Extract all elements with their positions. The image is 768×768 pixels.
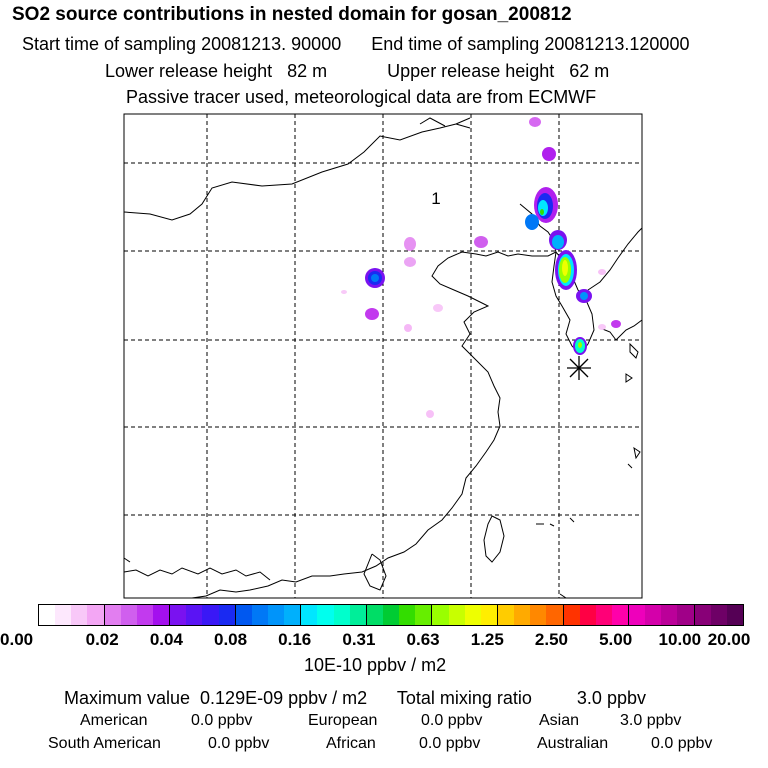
lat-lon-grid [124, 114, 642, 598]
color-scale-segment [563, 605, 580, 625]
start-time-label: Start time of sampling 20081213. 90000 [22, 34, 342, 54]
color-scale-segment [71, 605, 88, 625]
color-scale-segment [694, 605, 711, 625]
region-value-african: 0.0 ppbv [419, 735, 481, 752]
color-scale-segment [497, 605, 515, 625]
chart-title: SO2 source contributions in nested domai… [12, 4, 572, 25]
color-scale-segment [284, 605, 302, 625]
color-scale-segment [186, 605, 203, 625]
region-value-south-american: 0.0 ppbv [208, 735, 270, 752]
color-scale-segment [480, 605, 498, 625]
region-name-australian: Australian [537, 735, 609, 752]
color-scale-tick-label: 20.00 [707, 630, 751, 649]
color-scale-segment [595, 605, 612, 625]
region-name-african: African [326, 735, 376, 752]
lower-release-label: Lower release height 82 m [105, 61, 328, 81]
region-value-australian: 0.0 ppbv [651, 735, 713, 752]
region-name-asian: Asian [539, 712, 580, 729]
color-scale-segment [104, 605, 121, 625]
region-value-asian: 3.0 ppbv [620, 712, 682, 729]
color-scale-segment [55, 605, 72, 625]
color-scale-segment [120, 605, 137, 625]
max-value-label: Maximum value 0.129E-09 ppbv / m2 [64, 688, 368, 708]
color-scale-segment [301, 605, 318, 625]
release-heights: Lower release height 82 m Upper release … [105, 62, 609, 80]
color-scale-tick-label: 0.04 [149, 630, 183, 649]
region-name-south-american: South American [48, 735, 161, 752]
color-scale-segment [710, 605, 727, 625]
color-scale-segment [726, 605, 744, 625]
color-scale-tick-label: 2.50 [534, 630, 568, 649]
color-scale-tick-label: 5.00 [599, 630, 633, 649]
sampling-times: Start time of sampling 20081213. 90000 E… [22, 35, 689, 53]
color-scale-segment [218, 605, 236, 625]
color-scale-segment [87, 605, 105, 625]
cluster-label: 1 [431, 189, 440, 208]
end-time-label: End time of sampling 20081213.120000 [371, 34, 690, 54]
color-scale-tick-label: 0.31 [342, 630, 376, 649]
upper-release-label: Upper release height 62 m [387, 61, 610, 81]
color-scale-segment [333, 605, 350, 625]
color-scale-tick-label: 0.02 [85, 630, 119, 649]
color-scale-segment [235, 605, 252, 625]
color-scale-segment [661, 605, 678, 625]
color-scale-tick-label: 0.63 [406, 630, 440, 649]
color-scale-segment [448, 605, 465, 625]
region-value-european: 0.0 ppbv [421, 712, 483, 729]
color-scale-segment [39, 605, 56, 625]
color-scale-segment [677, 605, 695, 625]
color-scale-segment [530, 605, 547, 625]
color-scale-tick-label: 0.00 [0, 630, 34, 649]
region-value-american: 0.0 ppbv [191, 712, 253, 729]
color-scale-segment [399, 605, 416, 625]
color-scale-segment [251, 605, 268, 625]
color-scale-segment [366, 605, 383, 625]
color-scale-segment [629, 605, 646, 625]
color-scale-segment [382, 605, 400, 625]
color-scale-unit: 10E-10 ppbv / m2 [304, 655, 447, 675]
asterisk-icon [567, 356, 591, 380]
color-scale-segment [432, 605, 449, 625]
color-scale-segment [514, 605, 531, 625]
color-scale-tick-label: 0.16 [278, 630, 312, 649]
color-scale-segment [152, 605, 171, 625]
region-name-european: European [308, 712, 378, 729]
color-scale-segment [464, 605, 481, 625]
color-scale-segment [170, 605, 187, 625]
color-scale-tick-label: 10.00 [658, 630, 702, 649]
region-name-american: American [80, 712, 148, 729]
color-scale-segment [415, 605, 433, 625]
color-scale-tick-label: 0.08 [213, 630, 248, 649]
color-scale-segment [579, 605, 596, 625]
color-scale-segment [546, 605, 564, 625]
color-scale-segment [267, 605, 285, 625]
color-scale-segment [202, 605, 219, 625]
tracer-info: Passive tracer used, meteorological data… [126, 87, 597, 107]
color-scale-segment [645, 605, 662, 625]
color-scale-segment [349, 605, 367, 625]
color-scale-segment [611, 605, 630, 625]
concentration-plumes [341, 117, 621, 418]
color-scale-bar [38, 604, 744, 626]
color-scale-tick-label: 1.25 [470, 630, 504, 649]
max-total-line: Maximum value 0.129E-09 ppbv / m2 Total … [64, 689, 646, 707]
total-mixing-label: Total mixing ratio [396, 688, 532, 708]
color-scale-segment [136, 605, 153, 625]
color-scale-segment [317, 605, 334, 625]
total-mixing-value: 3.0 ppbv [576, 688, 646, 708]
